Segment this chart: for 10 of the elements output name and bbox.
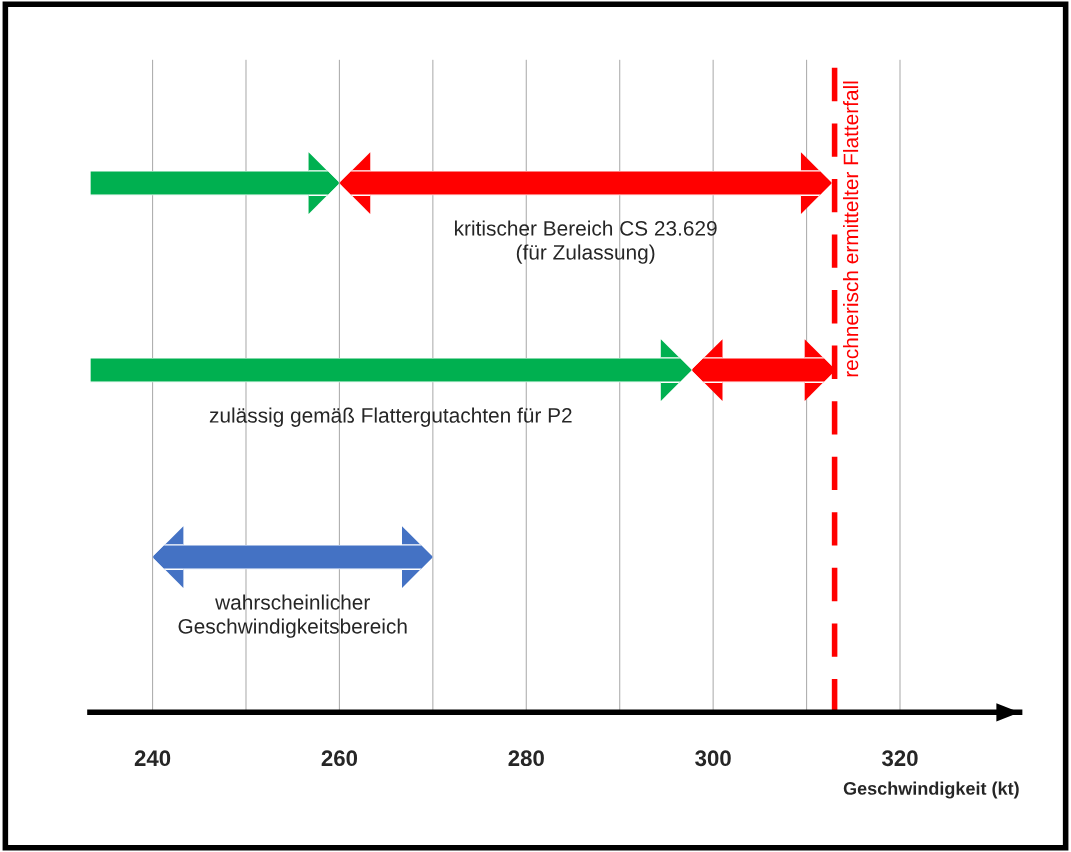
- ref-line-label: rechnerisch ermittelter Flatterfall: [843, 81, 859, 377]
- x-tick-label: 300: [695, 750, 731, 767]
- x-axis-title: Geschwindigkeit (kt): [843, 781, 1019, 799]
- annotation: wahrscheinlicher Geschwindigkeitsbereich: [178, 594, 407, 638]
- x-tick-label: 260: [321, 750, 358, 767]
- x-tick-label: 320: [881, 750, 918, 767]
- x-tick-label: 280: [508, 750, 544, 767]
- x-tick-label: 240: [134, 750, 171, 767]
- annotation: zulässig gemäß Flattergutachten für P2: [209, 407, 572, 427]
- annotation: kritischer Bereich CS 23.629 (für Zulassung): [455, 220, 717, 264]
